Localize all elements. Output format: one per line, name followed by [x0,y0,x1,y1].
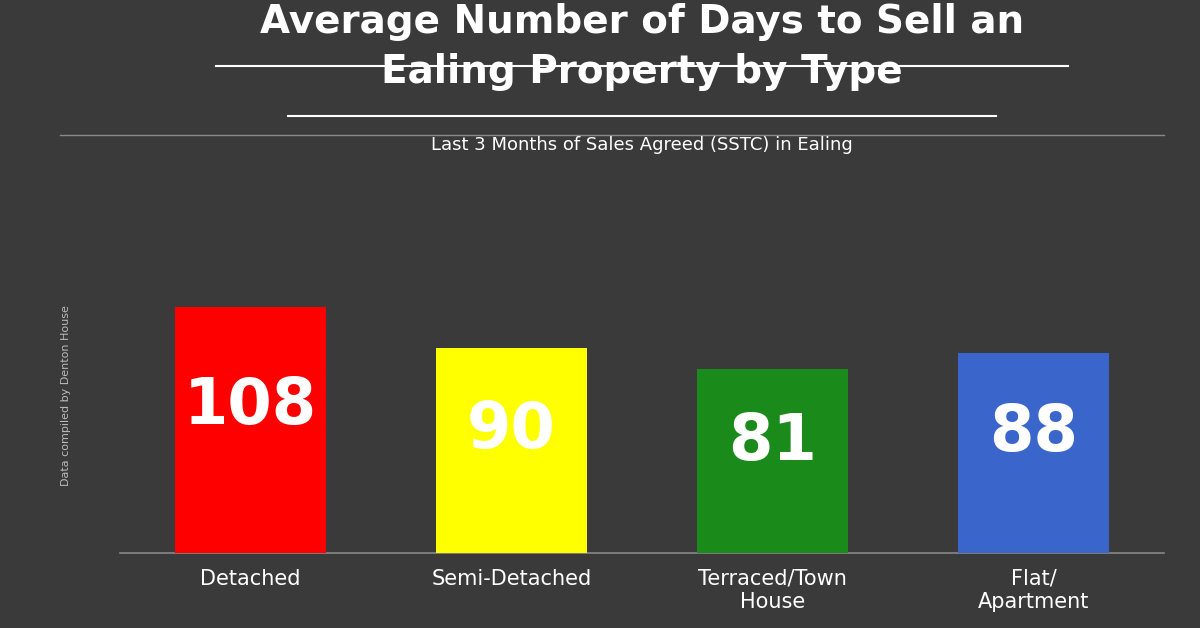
Bar [958,353,1109,553]
Text: Average Number of Days to Sell an: Average Number of Days to Sell an [260,3,1024,41]
Text: Last 3 Months of Sales Agreed (SSTC) in Ealing: Last 3 Months of Sales Agreed (SSTC) in … [431,136,853,154]
Bar [175,308,326,553]
Text: 108: 108 [184,374,317,436]
Text: 90: 90 [467,399,556,461]
Bar [436,349,587,553]
Text: Ealing Property by Type: Ealing Property by Type [382,53,902,91]
Text: 88: 88 [989,402,1078,463]
Bar [697,369,848,553]
Text: Data compiled by Denton House: Data compiled by Denton House [61,305,71,486]
Text: 81: 81 [728,411,817,474]
